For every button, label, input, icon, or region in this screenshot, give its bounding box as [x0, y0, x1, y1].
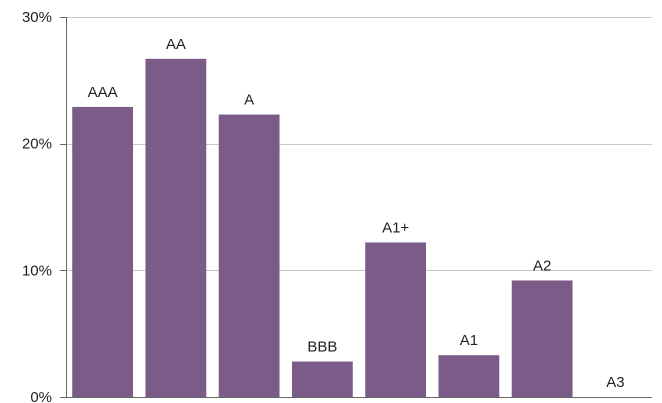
y-tick-label: 0%	[30, 389, 52, 403]
bar-bbb	[291, 361, 353, 397]
bar-aa	[145, 58, 207, 398]
bar-label: AAA	[88, 84, 118, 101]
bar-a2	[511, 280, 573, 397]
y-tick-label: 30%	[22, 9, 52, 26]
y-tick-label: 10%	[22, 262, 52, 279]
bar-a1	[438, 355, 500, 397]
axes	[60, 17, 652, 398]
bar-label: A2	[533, 257, 551, 274]
bar-label: A1+	[382, 219, 409, 236]
bar-label: AA	[166, 36, 186, 53]
bar-aaa	[72, 106, 134, 397]
bar-label: BBB	[307, 339, 337, 356]
y-tick-label: 20%	[22, 136, 52, 153]
bars	[72, 58, 573, 398]
y-tick-labels: 0% 10% 20% 30%	[22, 9, 52, 403]
bar-label: A1	[460, 332, 478, 349]
bar-a1-plus	[365, 242, 427, 397]
bar-label: A	[244, 92, 254, 109]
bar-a	[218, 114, 280, 398]
bar-label: A3	[606, 374, 624, 391]
